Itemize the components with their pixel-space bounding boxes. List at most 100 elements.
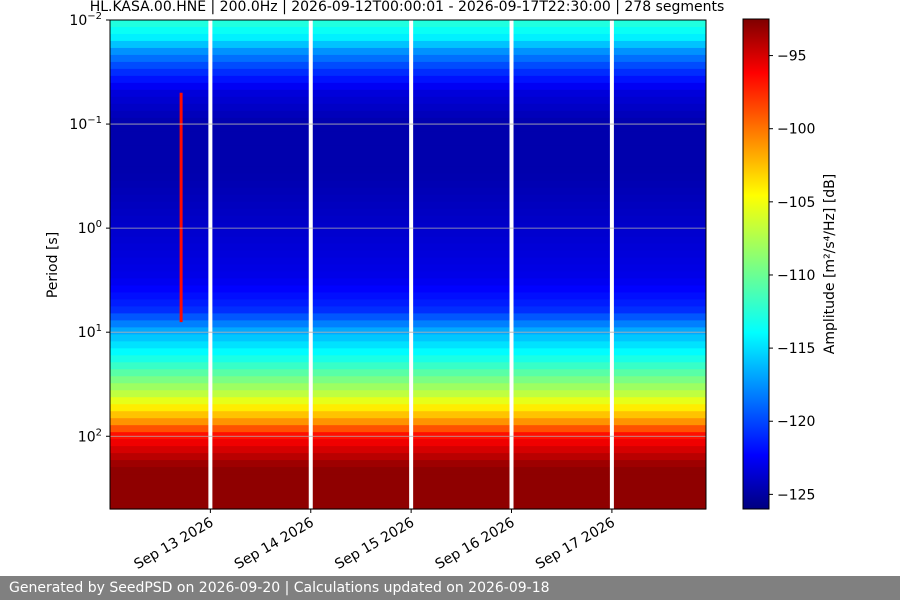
heatmap-band (110, 271, 706, 280)
heatmap-band (110, 411, 706, 419)
chart-title: HL.KASA.00.HNE | 200.0Hz | 2026-09-12T00… (90, 0, 725, 15)
heatmap-band (110, 54, 706, 63)
heatmap-band (110, 306, 706, 314)
heatmap-band (110, 222, 706, 231)
heatmap-band (110, 68, 706, 77)
heatmap-band (110, 152, 706, 161)
heatmap-band (110, 250, 706, 259)
heatmap-band (110, 145, 706, 154)
heatmap-band (110, 327, 706, 335)
heatmap-band (110, 334, 706, 342)
heatmap-band (110, 257, 706, 266)
heatmap-band (110, 285, 706, 294)
colorbar-tick-label: −125 (777, 487, 815, 503)
heatmap-band (110, 502, 706, 510)
heatmap-band (110, 117, 706, 126)
y-tick-label: 10−1 (69, 115, 102, 133)
heatmap-band (110, 124, 706, 133)
heatmap-band (110, 236, 706, 245)
event-streak (179, 92, 183, 323)
heatmap-band (110, 194, 706, 203)
heatmap-band (110, 439, 706, 447)
heatmap-band (110, 61, 706, 70)
x-tick-label: Sep 15 2026 (332, 515, 417, 573)
y-tick-label: 10−2 (69, 11, 102, 29)
colorbar-tick-label: −105 (777, 195, 815, 211)
heatmap-band (110, 96, 706, 105)
heatmap-band (110, 362, 706, 370)
heatmap-band (110, 215, 706, 224)
heatmap-band (110, 355, 706, 363)
heatmap-band (110, 75, 706, 84)
heatmap-band (110, 33, 706, 42)
colorbar-tick-label: −95 (777, 49, 807, 65)
y-tick-label: 101 (78, 323, 102, 341)
footer-bar: Generated by SeedPSD on 2026-09-20 | Cal… (0, 576, 900, 600)
heatmap-band (110, 187, 706, 196)
heatmap-band (110, 390, 706, 398)
colorbar-tick-label: −120 (777, 414, 815, 430)
heatmap-band (110, 369, 706, 377)
data-gap (509, 20, 514, 509)
data-gap (308, 20, 313, 509)
y-tick-label: 100 (78, 219, 102, 237)
heatmap-band (110, 26, 706, 35)
heatmap-band (110, 495, 706, 503)
colorbar-label: Amplitude [m²/s⁴/Hz] [dB] (822, 174, 838, 354)
heatmap-band (110, 264, 706, 273)
heatmap-band (110, 348, 706, 356)
heatmap-band (110, 453, 706, 461)
heatmap-band (110, 467, 706, 475)
colorbar-tick-label: −110 (777, 268, 815, 284)
heatmap-band (110, 180, 706, 189)
footer-text: Generated by SeedPSD on 2026-09-20 | Cal… (9, 580, 550, 596)
heatmap-band (110, 418, 706, 426)
heatmap-band (110, 278, 706, 287)
heatmap-band (110, 47, 706, 56)
colorbar-tick-label: −100 (777, 122, 815, 138)
heatmap-band (110, 40, 706, 49)
heatmap-band (110, 201, 706, 210)
heatmap-band (110, 488, 706, 496)
heatmap-band (110, 474, 706, 482)
data-gap (208, 20, 213, 509)
heatmap-band (110, 229, 706, 238)
x-tick-label: Sep 14 2026 (232, 515, 317, 573)
heatmap-band (110, 383, 706, 391)
heatmap-band (110, 397, 706, 405)
heatmap-band (110, 299, 706, 308)
heatmap-band (110, 404, 706, 412)
heatmap-band (110, 341, 706, 349)
heatmap-band (110, 166, 706, 175)
plot-frame (109, 19, 707, 510)
heatmap-band (110, 446, 706, 454)
heatmap-band (110, 131, 706, 140)
heatmap-band (110, 460, 706, 468)
heatmap-band (110, 159, 706, 168)
colorbar-tick-label: −115 (777, 341, 815, 357)
heatmap-band (110, 313, 706, 321)
heatmap-band (110, 103, 706, 112)
data-gap (409, 20, 414, 509)
y-axis-label: Period [s] (45, 232, 61, 298)
heatmap-band (110, 110, 706, 119)
colorbar (742, 18, 770, 510)
heatmap-band (110, 82, 706, 91)
heatmap-band (110, 292, 706, 301)
heatmap-band (110, 481, 706, 489)
x-tick-label: Sep 16 2026 (433, 515, 518, 573)
heatmap-band (110, 425, 706, 433)
heatmap-band (110, 320, 706, 328)
x-tick-label: Sep 13 2026 (132, 515, 217, 573)
heatmap-band (110, 173, 706, 182)
heatmap-band (110, 89, 706, 98)
y-tick-label: 102 (78, 427, 102, 445)
data-gap (609, 20, 614, 509)
heatmap-band (110, 376, 706, 384)
heatmap-band (110, 208, 706, 217)
x-tick-label: Sep 17 2026 (533, 515, 618, 573)
heatmap-band (110, 243, 706, 252)
heatmap-band (110, 20, 706, 28)
heatmap-band (110, 138, 706, 147)
